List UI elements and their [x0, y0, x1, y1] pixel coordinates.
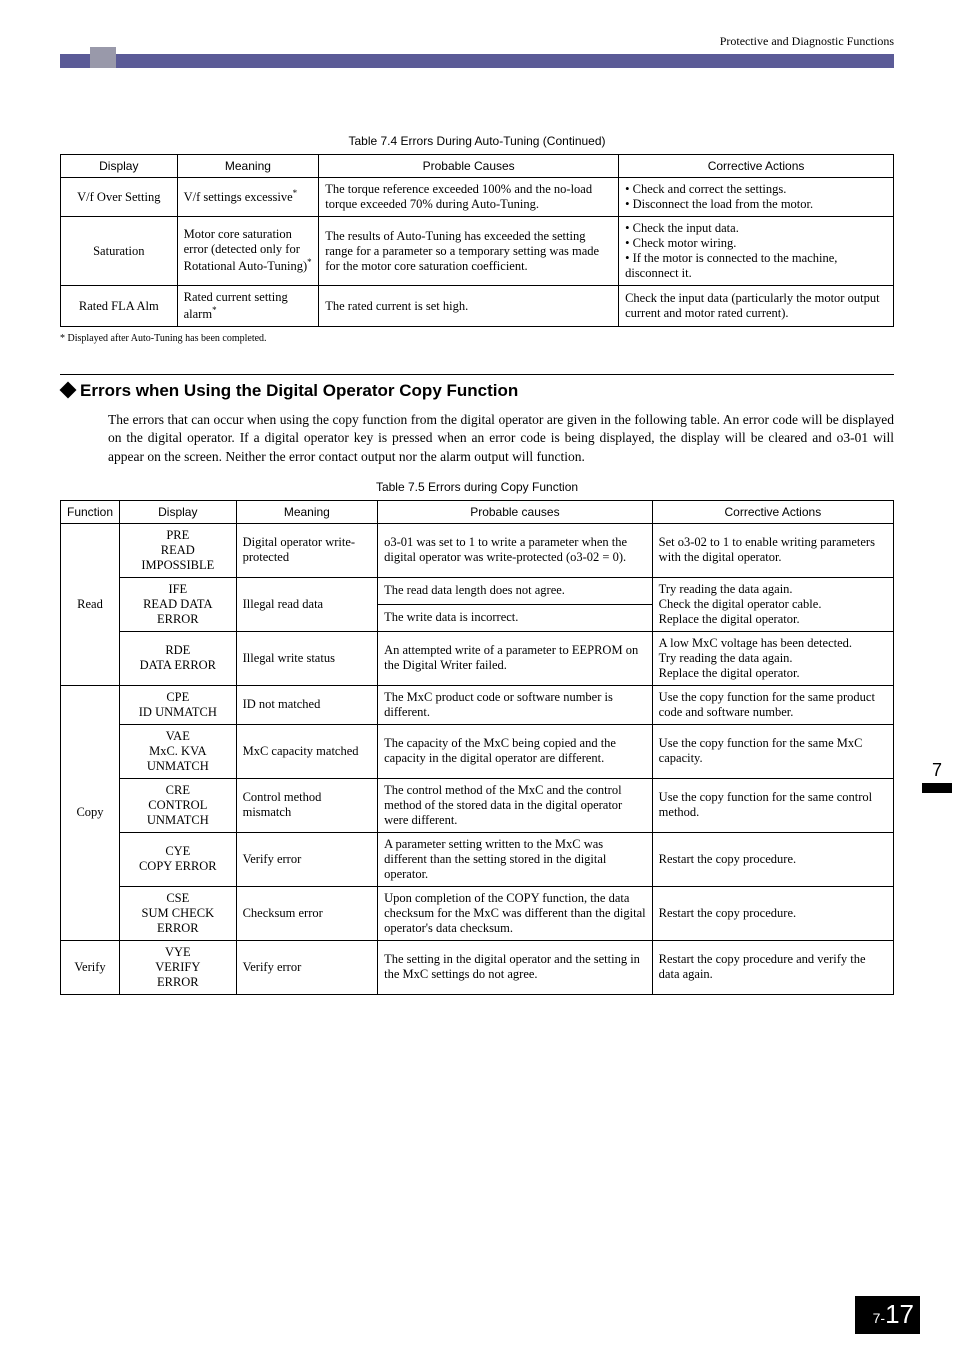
- side-tab-bar: [922, 783, 952, 793]
- table2-function: Read: [61, 523, 120, 685]
- table2-meaning: Checksum error: [236, 886, 378, 940]
- table2-meaning: ID not matched: [236, 685, 378, 724]
- table2-meaning: Verify error: [236, 940, 378, 994]
- header-bar: Protective and Diagnostic Functions: [60, 40, 894, 74]
- table2-actions: Restart the copy procedure and verify th…: [652, 940, 893, 994]
- table2-display: CYECOPY ERROR: [120, 832, 237, 886]
- page-footer: 7-17: [855, 1296, 920, 1330]
- table2-causes: A parameter setting written to the MxC w…: [378, 832, 653, 886]
- table2-actions: Try reading the data again.Check the dig…: [652, 577, 893, 631]
- table1-actions: Check and correct the settings.Disconnec…: [619, 178, 894, 217]
- table2-actions: A low MxC voltage has been detected.Try …: [652, 631, 893, 685]
- side-tab-num: 7: [920, 760, 954, 781]
- table2-display: CRECONTROLUNMATCH: [120, 778, 237, 832]
- section-rule: [60, 374, 894, 375]
- table2-display: RDEDATA ERROR: [120, 631, 237, 685]
- table2-causes: The read data length does not agree.: [378, 577, 653, 604]
- header-line: [60, 54, 894, 68]
- table2-meaning: Digital operator write-protected: [236, 523, 378, 577]
- table2: FunctionDisplayMeaningProbable causesCor…: [60, 500, 894, 995]
- table2-function: Copy: [61, 685, 120, 940]
- table1-header: Probable Causes: [319, 155, 619, 178]
- table1-meaning: Rated current setting alarm*: [177, 286, 319, 327]
- section-body: The errors that can occur when using the…: [108, 411, 894, 466]
- header-tab: [90, 47, 116, 68]
- table2-causes: The capacity of the MxC being copied and…: [378, 724, 653, 778]
- table2-causes: Upon completion of the COPY function, th…: [378, 886, 653, 940]
- table1-header: Corrective Actions: [619, 155, 894, 178]
- table1-caption: Table 7.4 Errors During Auto-Tuning (Con…: [60, 134, 894, 148]
- page-num: 17: [885, 1299, 914, 1329]
- table2-header: Display: [120, 500, 237, 523]
- table2-meaning: MxC capacity matched: [236, 724, 378, 778]
- table1-header: Meaning: [177, 155, 319, 178]
- table2-display: PREREADIMPOSSIBLE: [120, 523, 237, 577]
- page-number-band: 7-17: [855, 1296, 920, 1334]
- table2-actions: Use the copy function for the same produ…: [652, 685, 893, 724]
- table2-header: Function: [61, 500, 120, 523]
- header-title: Protective and Diagnostic Functions: [720, 34, 894, 49]
- table2-actions: Restart the copy procedure.: [652, 832, 893, 886]
- table1-header: Display: [61, 155, 178, 178]
- table1-display: Rated FLA Alm: [61, 286, 178, 327]
- table2-actions: Restart the copy procedure.: [652, 886, 893, 940]
- table1-causes: The torque reference exceeded 100% and t…: [319, 178, 619, 217]
- table1: DisplayMeaningProbable CausesCorrective …: [60, 154, 894, 327]
- side-tab: 7: [920, 760, 954, 793]
- table2-causes: The setting in the digital operator and …: [378, 940, 653, 994]
- section-title: Errors when Using the Digital Operator C…: [60, 381, 894, 401]
- table1-meaning: Motor core saturation error (detected on…: [177, 217, 319, 286]
- diamond-icon: [60, 382, 77, 399]
- table2-causes: The control method of the MxC and the co…: [378, 778, 653, 832]
- table2-causes: o3-01 was set to 1 to write a parameter …: [378, 523, 653, 577]
- table1-actions: Check the input data.Check motor wiring.…: [619, 217, 894, 286]
- table2-actions: Use the copy function for the same contr…: [652, 778, 893, 832]
- chapter-num: 7-: [873, 1310, 885, 1326]
- table2-meaning: Illegal read data: [236, 577, 378, 631]
- table2-actions: Use the copy function for the same MxC c…: [652, 724, 893, 778]
- table1-causes: The rated current is set high.: [319, 286, 619, 327]
- table2-causes: An attempted write of a parameter to EEP…: [378, 631, 653, 685]
- table2-meaning: Verify error: [236, 832, 378, 886]
- table2-meaning: Illegal write status: [236, 631, 378, 685]
- table2-actions: Set o3-02 to 1 to enable writing paramet…: [652, 523, 893, 577]
- table2-header: Meaning: [236, 500, 378, 523]
- table2-display: VYEVERIFYERROR: [120, 940, 237, 994]
- section-title-text: Errors when Using the Digital Operator C…: [80, 381, 518, 400]
- table2-header: Probable causes: [378, 500, 653, 523]
- table1-causes: The results of Auto-Tuning has exceeded …: [319, 217, 619, 286]
- table2-display: CSESUM CHECKERROR: [120, 886, 237, 940]
- table1-display: Saturation: [61, 217, 178, 286]
- table1-footnote: * Displayed after Auto-Tuning has been c…: [60, 333, 894, 344]
- table2-function: Verify: [61, 940, 120, 994]
- table2-display: VAEMxC. KVAUNMATCH: [120, 724, 237, 778]
- table2-display: CPEID UNMATCH: [120, 685, 237, 724]
- table2-causes: The MxC product code or software number …: [378, 685, 653, 724]
- table2-header: Corrective Actions: [652, 500, 893, 523]
- table2-meaning: Control method mismatch: [236, 778, 378, 832]
- table1-display: V/f Over Setting: [61, 178, 178, 217]
- table2-display: IFEREAD DATAERROR: [120, 577, 237, 631]
- table1-actions: Check the input data (particularly the m…: [619, 286, 894, 327]
- table1-meaning: V/f settings excessive*: [177, 178, 319, 217]
- table2-causes: The write data is incorrect.: [378, 604, 653, 631]
- table2-caption: Table 7.5 Errors during Copy Function: [60, 480, 894, 494]
